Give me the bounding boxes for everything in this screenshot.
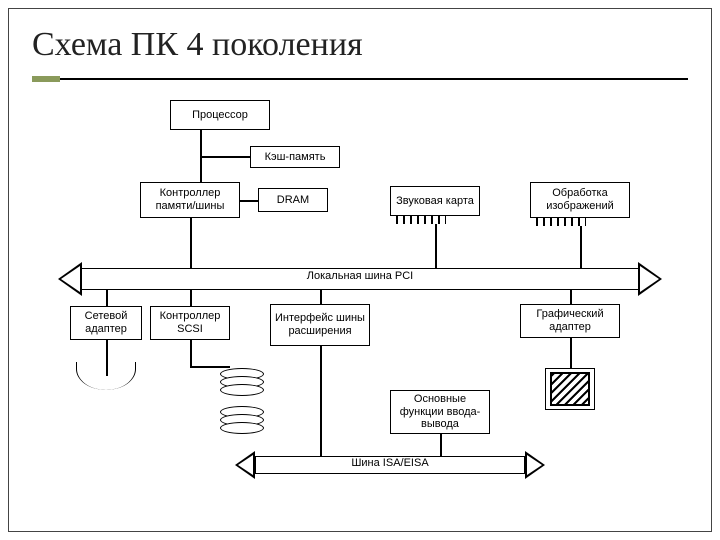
connector [200, 156, 250, 158]
sound-card-pins-icon [396, 216, 446, 224]
node-sound: Звуковая карта [390, 186, 480, 216]
node-image-proc: Обработка изображений [530, 182, 630, 218]
connector [190, 366, 230, 368]
node-mem-ctrl: Контроллер памяти/шины [140, 182, 240, 218]
image-proc-pins-icon [536, 218, 586, 226]
node-exp-iface: Интерфейс шины расширения [270, 304, 370, 346]
isa-bus-label: Шина ISA/EISA [255, 457, 525, 469]
node-scsi: Контроллер SCSI [150, 306, 230, 340]
connector [440, 434, 442, 456]
disk-icon [220, 422, 264, 434]
node-cache: Кэш-память [250, 146, 340, 168]
monitor-frame-icon [545, 368, 595, 410]
connector [435, 224, 437, 268]
connector [580, 226, 582, 268]
node-io-funcs: Основные функции ввода-вывода [390, 390, 490, 434]
page-title: Схема ПК 4 поколения [32, 26, 688, 64]
diagram: Процессор Кэш-память Контроллер памяти/ш… [60, 100, 660, 500]
isa-arrow-left-icon [235, 451, 255, 479]
node-dram: DRAM [258, 188, 328, 212]
connector [106, 290, 108, 306]
isa-arrow-right-icon [525, 451, 545, 479]
disk-icon [220, 384, 264, 396]
node-gpu: Графический адаптер [520, 304, 620, 338]
connector [106, 340, 108, 362]
connector [320, 290, 322, 304]
connector [320, 346, 322, 456]
antenna-stem [106, 362, 108, 376]
connector [570, 338, 572, 368]
connector [240, 200, 258, 202]
connector [190, 290, 192, 306]
connector [570, 290, 572, 304]
connector [190, 340, 192, 366]
node-processor: Процессор [170, 100, 270, 130]
title-area: Схема ПК 4 поколения [32, 16, 688, 80]
pci-bus-label: Локальная шина PCI [60, 270, 660, 282]
connector [190, 218, 192, 268]
node-net-adapter: Сетевой адаптер [70, 306, 142, 340]
